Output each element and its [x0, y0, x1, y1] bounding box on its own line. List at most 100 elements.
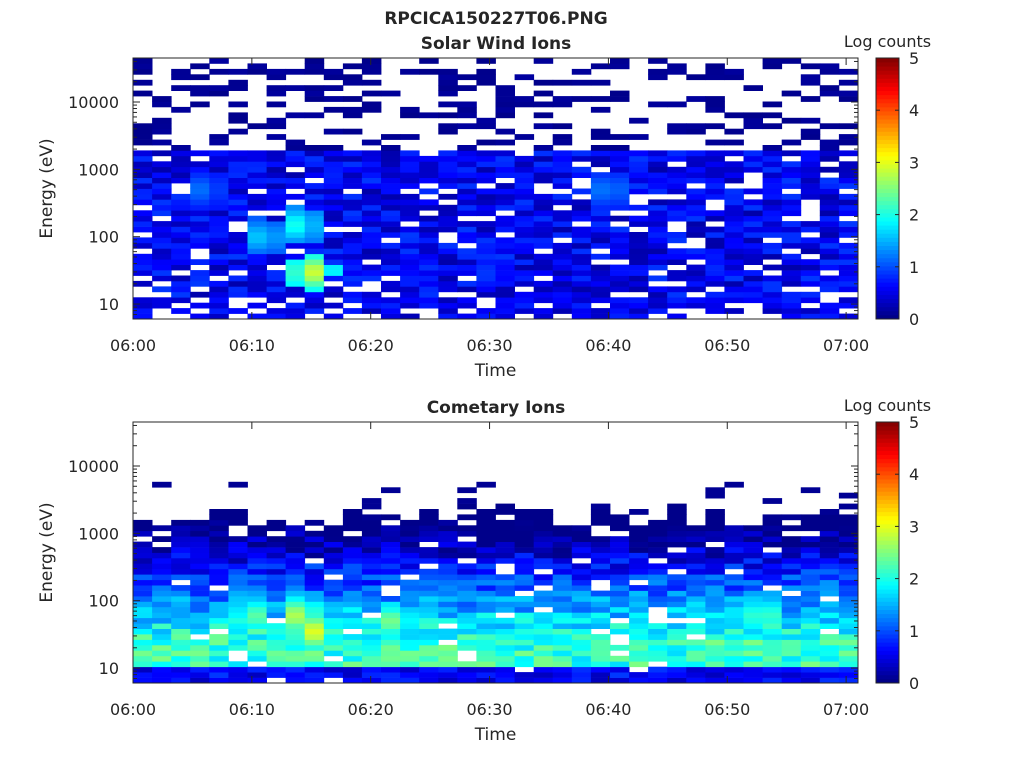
heatmap-cell [533, 677, 554, 684]
heatmap-cell [590, 193, 611, 200]
heatmap-cell [838, 634, 859, 640]
heatmap-cell [133, 253, 153, 260]
heatmap-cell [285, 280, 306, 287]
heatmap-cell [762, 612, 783, 619]
heatmap-cell [762, 536, 783, 542]
heatmap-cell [533, 612, 554, 619]
heatmap-cell [133, 557, 153, 564]
heatmap-cell [724, 264, 744, 271]
heatmap-cell [552, 623, 573, 629]
heatmap-cell [629, 188, 649, 195]
heatmap-cell [323, 623, 344, 629]
heatmap-cell [400, 248, 420, 255]
heatmap-cell [838, 313, 859, 320]
heatmap-cell [533, 161, 554, 168]
heatmap-cell [552, 215, 573, 222]
heatmap-cell [152, 661, 172, 668]
heatmap-cell [171, 308, 191, 314]
heatmap-cell [667, 172, 687, 178]
heatmap-cell [514, 183, 535, 189]
colorbar-tick-label: 4 [909, 101, 919, 120]
heatmap-cell [171, 166, 191, 173]
heatmap-cell [285, 210, 306, 217]
heatmap-cell [152, 481, 172, 488]
heatmap-cell [743, 199, 763, 206]
heatmap-cell [247, 525, 267, 532]
heatmap-cell [381, 563, 401, 570]
heatmap-cell [590, 617, 611, 624]
heatmap-cell [190, 237, 210, 244]
heatmap-cell [419, 666, 439, 673]
heatmap-cell [228, 291, 248, 298]
colorbar-segment [876, 605, 899, 610]
heatmap-cell [152, 297, 172, 304]
heatmap-cell [228, 617, 248, 624]
heatmap-cell [285, 585, 306, 591]
heatmap-cell [133, 161, 153, 168]
heatmap-cell [610, 661, 630, 668]
heatmap-cell [190, 661, 210, 668]
heatmap-cell [571, 253, 592, 260]
heatmap-cell [610, 166, 630, 173]
heatmap-cell [171, 264, 191, 271]
heatmap-cell [590, 150, 611, 157]
heatmap-cell [648, 237, 668, 244]
colorbar-segment [876, 127, 899, 132]
heatmap-cell [190, 596, 210, 602]
heatmap-cell [266, 232, 287, 238]
heatmap-cell [743, 525, 763, 532]
heatmap-cell [724, 617, 744, 624]
heatmap-cell [266, 134, 287, 140]
heatmap-cell [361, 253, 382, 260]
colorbar-segment [876, 507, 899, 513]
heatmap-cell [285, 530, 306, 537]
heatmap-cell [438, 557, 458, 564]
heatmap-cell [495, 96, 515, 102]
heatmap-cell [209, 172, 229, 178]
colorbar-segment [876, 678, 899, 684]
heatmap-cell [152, 302, 172, 309]
heatmap-cell [190, 579, 210, 586]
heatmap-cell [590, 519, 611, 526]
heatmap-cell [171, 145, 191, 151]
heatmap-cell [438, 101, 458, 108]
heatmap-cell [419, 297, 439, 304]
heatmap-cell [819, 264, 840, 271]
heatmap-cell [838, 661, 859, 668]
heatmap-cell [342, 677, 363, 684]
heatmap-cell [247, 226, 267, 233]
heatmap-cell [266, 237, 287, 244]
heatmap-cell [190, 536, 210, 542]
heatmap-cell [686, 275, 706, 282]
heatmap-cell [190, 568, 210, 575]
heatmap-cell [228, 210, 248, 217]
heatmap-cell [247, 557, 267, 564]
heatmap-cell [457, 221, 477, 227]
heatmap-cell [323, 536, 344, 542]
heatmap-cell [514, 563, 535, 570]
colorbar-segment [876, 310, 899, 316]
heatmap-cell [361, 639, 382, 646]
heatmap-cell [228, 672, 248, 678]
heatmap-cell [457, 487, 477, 494]
heatmap-cell [476, 601, 496, 608]
heatmap-cell [323, 183, 344, 189]
heatmap-cell [571, 302, 592, 309]
heatmap-cell [266, 74, 287, 81]
heatmap-cell [762, 226, 783, 233]
heatmap-cell [171, 297, 191, 304]
heatmap-cell [610, 199, 630, 206]
heatmap-cell [457, 503, 477, 510]
heatmap-cell [781, 177, 802, 184]
heatmap-cell [552, 308, 573, 314]
heatmap-cell [819, 308, 840, 314]
heatmap-cell [800, 579, 821, 586]
heatmap-cell [342, 557, 363, 564]
heatmap-cell [495, 509, 515, 515]
heatmap-cell [571, 280, 592, 287]
heatmap-cell [342, 644, 363, 651]
heatmap-cell [285, 221, 306, 227]
x-tick-label: 07:00 [823, 700, 869, 719]
heatmap-cell [171, 291, 191, 298]
heatmap-cell [400, 275, 420, 282]
